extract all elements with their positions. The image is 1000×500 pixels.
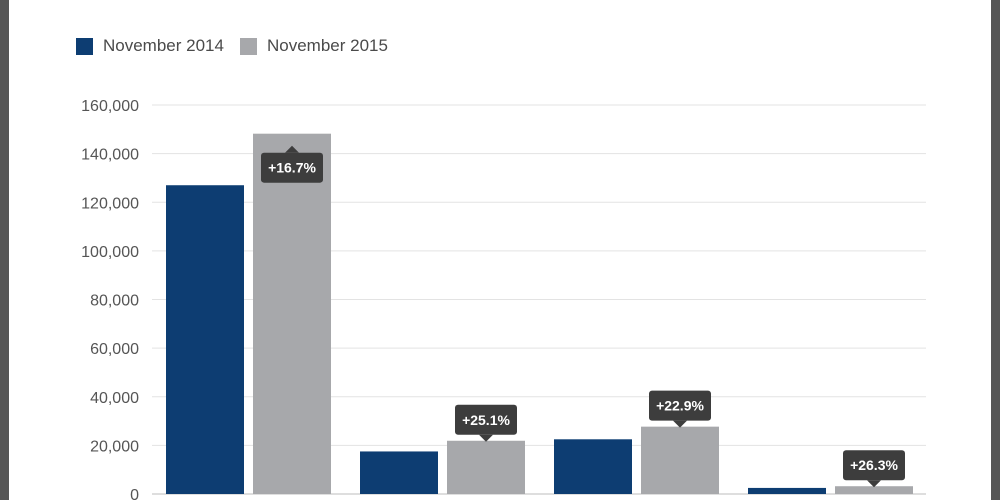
chart-legend: November 2014 November 2015 xyxy=(76,34,404,58)
annotations: +16.7% +25.1% +22.9% +26.3% xyxy=(261,145,905,488)
y-tick-label: 100,000 xyxy=(81,244,139,261)
change-annotation: +22.9% xyxy=(649,390,711,428)
y-tick-label: 120,000 xyxy=(81,195,139,212)
y-axis: 0 20,000 40,000 60,000 80,000 100,000 120,000 1… xyxy=(81,98,139,500)
y-tick-label: 40,000 xyxy=(90,390,139,407)
annotation-pointer xyxy=(673,420,687,428)
annotation-label: +16.7% xyxy=(268,160,316,176)
bar-2014 xyxy=(166,185,244,494)
y-tick-label: 80,000 xyxy=(90,293,139,310)
annotation-label: +22.9% xyxy=(656,398,704,414)
change-annotation: +16.7% xyxy=(261,145,323,183)
y-tick-label: 140,000 xyxy=(81,147,139,164)
annotation-box xyxy=(649,390,711,421)
legend-label-2015: November 2015 xyxy=(266,36,388,55)
annotation-box xyxy=(843,450,905,481)
change-annotation: +25.1% xyxy=(455,404,517,442)
bar-2014 xyxy=(554,439,632,494)
bar-2015 xyxy=(641,426,719,494)
y-tick-label: 160,000 xyxy=(81,98,139,115)
annotation-box xyxy=(261,152,323,183)
legend-item-2014: November 2014 xyxy=(76,36,224,56)
annotation-pointer xyxy=(867,480,881,488)
legend-label-2014: November 2014 xyxy=(103,36,224,55)
annotation-box xyxy=(455,404,517,435)
bar-2015 xyxy=(835,486,913,494)
y-tick-label: 60,000 xyxy=(90,341,139,358)
annotation-pointer xyxy=(285,145,299,153)
bar-2014 xyxy=(360,451,438,494)
y-tick-label: 20,000 xyxy=(90,438,139,455)
legend-swatch-2015 xyxy=(239,37,257,55)
bar-2015 xyxy=(447,440,525,494)
annotation-pointer xyxy=(479,434,493,442)
bars xyxy=(166,133,913,494)
legend-swatch-2014 xyxy=(76,37,93,55)
legend-item-2015: November 2015 xyxy=(239,36,388,56)
bar-2014 xyxy=(748,487,826,494)
change-annotation: +26.3% xyxy=(843,450,905,488)
annotation-label: +25.1% xyxy=(462,412,510,428)
bar-2015 xyxy=(253,133,331,494)
annotation-label: +26.3% xyxy=(850,457,898,473)
y-tick-label: 0 xyxy=(130,487,139,500)
